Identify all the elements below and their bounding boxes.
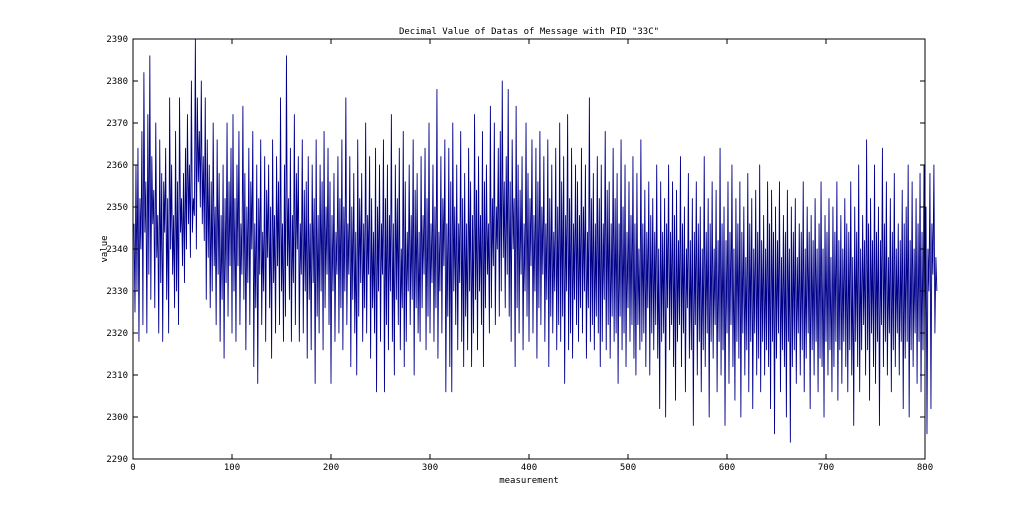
y-axis-label: value (100, 235, 110, 262)
y-tick-label: 2370 (106, 119, 128, 129)
x-tick-label: 100 (224, 463, 240, 473)
series-layer (133, 38, 938, 443)
y-tick-label: 2340 (106, 245, 128, 255)
ticks-layer: 0 100 200 300 400 500 600 700 800 2290 2300 2310 232… (106, 35, 933, 473)
x-tick-label: 300 (422, 463, 438, 473)
chart-title: Decimal Value of Datas of Message with P… (399, 27, 659, 37)
y-tick-label: 2320 (106, 329, 128, 339)
x-tick-label: 500 (620, 463, 636, 473)
y-tick-label: 2360 (106, 161, 128, 171)
x-tick-label: 600 (719, 463, 735, 473)
y-tick-label: 2330 (106, 287, 128, 297)
x-tick-label: 800 (917, 463, 933, 473)
y-tick-label: 2290 (106, 455, 128, 465)
y-tick-label: 2390 (106, 35, 128, 45)
y-tick-label: 2350 (106, 203, 128, 213)
y-tick-label: 2300 (106, 413, 128, 423)
x-axis-label: measurement (499, 476, 559, 486)
series-line (133, 38, 938, 443)
x-tick-label: 0 (130, 463, 135, 473)
x-tick-label: 400 (521, 463, 537, 473)
y-tick-label: 2310 (106, 371, 128, 381)
x-tick-label: 200 (323, 463, 339, 473)
y-tick-label: 2380 (106, 77, 128, 87)
x-tick-label: 700 (818, 463, 834, 473)
